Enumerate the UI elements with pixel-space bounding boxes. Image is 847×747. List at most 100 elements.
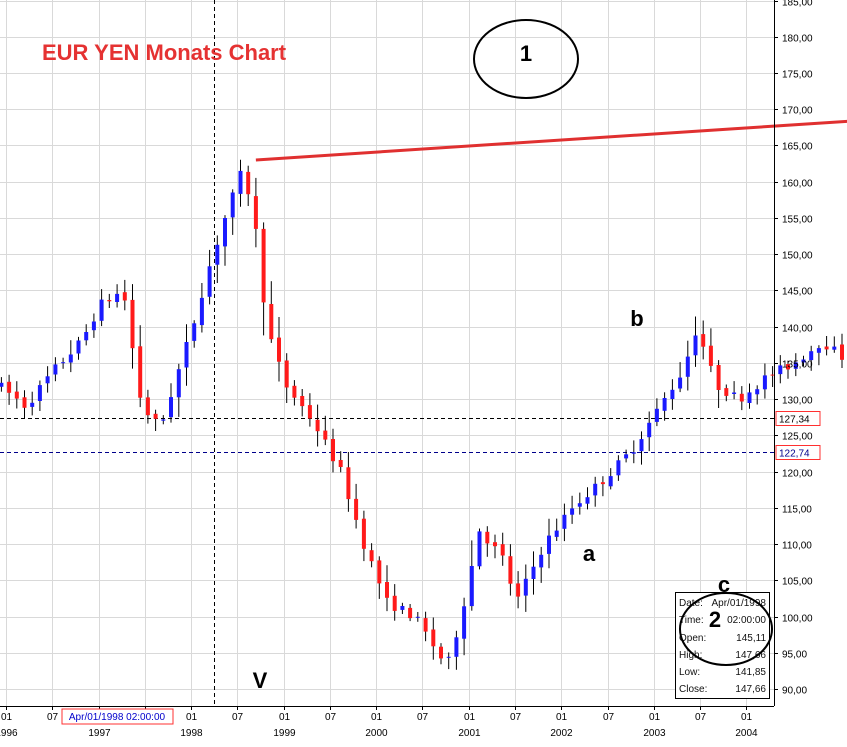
- price-tick-label: 155,00: [782, 215, 813, 226]
- candle-body: [531, 566, 536, 579]
- price-tick-label: 180,00: [782, 34, 813, 45]
- candle-body: [346, 467, 351, 500]
- candle-body: [207, 266, 212, 297]
- time-tick-month: 07: [47, 712, 59, 723]
- candle-body: [130, 299, 135, 349]
- candle-body: [7, 381, 12, 393]
- candle-body: [654, 408, 659, 422]
- time-tick-month: 07: [603, 712, 615, 723]
- wave-1-label: 1: [520, 41, 532, 66]
- candle-body: [755, 389, 760, 395]
- candle-body: [307, 405, 312, 419]
- price-tag-box: [775, 411, 821, 426]
- trend-line: [255, 119, 847, 162]
- candle-body: [284, 360, 289, 388]
- candle-body: [223, 218, 227, 247]
- candle-body: [577, 503, 582, 507]
- time-tick-year: 2002: [550, 728, 573, 739]
- candle-body: [400, 606, 405, 610]
- price-tick-label: 170,00: [782, 106, 813, 117]
- candle-body: [315, 419, 320, 432]
- candle-body: [369, 550, 374, 562]
- candle-body: [762, 375, 767, 390]
- candle-body: [53, 364, 58, 375]
- candle-body: [454, 637, 459, 657]
- trend-line-upper: [255, 119, 847, 162]
- candle-body: [68, 354, 73, 363]
- time-tick-month: 07: [232, 712, 244, 723]
- info-row-date: Date: Apr/01/1998: [679, 598, 766, 609]
- candle-body: [439, 646, 443, 659]
- candle-body: [91, 321, 96, 331]
- candle-body: [662, 398, 667, 411]
- candle-body: [300, 396, 305, 407]
- time-tick-year: 2000: [365, 728, 388, 739]
- time-tick-month: 01: [556, 712, 568, 723]
- candle-body: [732, 392, 737, 394]
- price-tick-label: 130,00: [782, 396, 813, 407]
- candle-body: [570, 508, 575, 515]
- time-tick-month: 07: [695, 712, 707, 723]
- candle-body: [593, 483, 598, 496]
- candle-body: [30, 402, 35, 407]
- candle-body: [809, 351, 814, 361]
- wave-b-label: b: [630, 306, 643, 331]
- time-tick-year: 1999: [273, 728, 296, 739]
- candle-body: [562, 514, 567, 529]
- info-row-time: Time: 02:00:00: [679, 615, 766, 627]
- price-tick-label: 145,00: [782, 287, 813, 298]
- candle-body: [523, 578, 528, 596]
- candle-body: [508, 556, 513, 584]
- candle-body: [331, 439, 335, 462]
- candle-body: [631, 452, 636, 454]
- candle-body: [693, 335, 698, 356]
- candle-body: [14, 391, 19, 399]
- time-tick-month: 07: [510, 712, 522, 723]
- candle-body: [377, 560, 382, 584]
- candle-body: [169, 397, 173, 418]
- time-tick-year: 2004: [735, 728, 758, 739]
- cursor-date-box: [61, 708, 174, 725]
- time-tick-year: 1998: [180, 728, 203, 739]
- candle-body: [608, 476, 613, 487]
- candle-body: [485, 531, 490, 544]
- candle-body: [184, 342, 189, 368]
- wave-V-label: V: [253, 668, 268, 693]
- candle-body: [477, 531, 482, 567]
- candle-body: [786, 364, 790, 370]
- ohlc-info-box: Date: Apr/01/1998 Time: 02:00:00 Open: 145,…: [675, 592, 770, 699]
- candle-body: [215, 244, 220, 265]
- candle-body: [408, 607, 413, 619]
- price-tick-label: 150,00: [782, 251, 813, 262]
- candles: [0, 159, 844, 670]
- candle-body: [238, 170, 243, 194]
- candle-body: [554, 530, 559, 537]
- price-tick-label: 140,00: [782, 324, 813, 335]
- candle-body: [107, 300, 112, 302]
- time-tick-month: 01: [186, 712, 198, 723]
- candle-body: [647, 422, 652, 438]
- candle-body: [446, 656, 451, 658]
- candle-body: [84, 332, 89, 341]
- cursor-date-label: Apr/01/1998 02:00:00: [69, 712, 166, 723]
- candle-body: [145, 397, 150, 416]
- chart-title: EUR YEN Monats Chart: [42, 40, 287, 65]
- price-tick-label: 95,00: [782, 650, 807, 661]
- candle-body: [639, 439, 644, 452]
- time-tick-month: 07: [417, 712, 429, 723]
- candle-body: [415, 616, 420, 618]
- candle-body: [246, 171, 251, 195]
- info-row-low: Low: 141,85: [679, 667, 766, 679]
- candle-body: [832, 346, 837, 350]
- candle-body: [816, 348, 821, 353]
- candle-body: [708, 345, 713, 366]
- wave-1-circle: [473, 19, 579, 99]
- candle-body: [423, 618, 428, 632]
- candle-body: [778, 365, 783, 375]
- candle-body: [547, 535, 551, 554]
- candle-body: [176, 369, 181, 398]
- price-lines: [0, 418, 774, 453]
- candle-body: [192, 323, 197, 341]
- candle-body: [253, 196, 258, 229]
